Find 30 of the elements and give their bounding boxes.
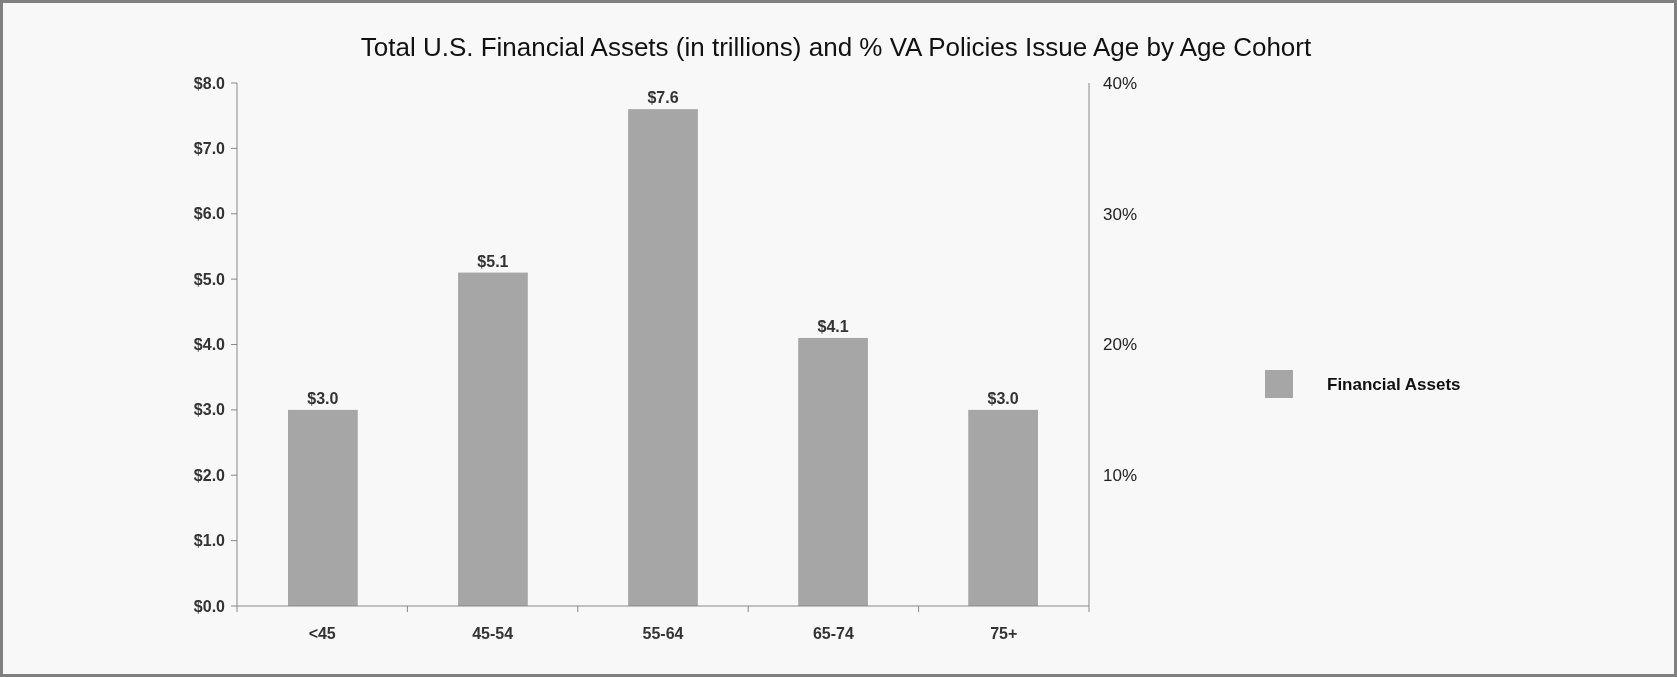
y2-tick-label: 10% — [1103, 466, 1138, 486]
legend-label: Financial Assets — [1327, 374, 1461, 394]
bar — [968, 409, 1038, 606]
y-tick-label: $5.0 — [193, 270, 226, 288]
x-tick-label: <45 — [308, 625, 336, 642]
y-tick-label: $1.0 — [193, 532, 226, 550]
y-tick-label: $0.0 — [193, 597, 226, 615]
y-tick-label: $6.0 — [193, 205, 226, 223]
data-label: $3.0 — [987, 389, 1019, 407]
data-label: $4.1 — [817, 317, 849, 335]
bar — [628, 109, 698, 606]
y-tick-label: $4.0 — [193, 336, 226, 354]
y-tick-label: $2.0 — [193, 466, 226, 484]
data-label: $7.6 — [647, 89, 679, 107]
x-tick-label: 45-54 — [472, 625, 514, 642]
bar — [798, 337, 868, 606]
y-tick-label: $8.0 — [193, 74, 226, 92]
y2-tick-label: 30% — [1103, 204, 1138, 224]
y2-tick-label: 20% — [1103, 335, 1138, 355]
data-label: $3.0 — [307, 389, 339, 407]
y-tick-label: $3.0 — [193, 401, 226, 419]
y2-tick-label: 40% — [1103, 73, 1138, 93]
y-tick-label: $7.0 — [193, 139, 226, 157]
x-tick-label: 75+ — [990, 625, 1018, 642]
x-tick-label: 55-64 — [642, 625, 684, 642]
data-label: $5.1 — [477, 252, 509, 270]
bar — [288, 409, 358, 606]
bar — [458, 272, 528, 606]
chart-title: Total U.S. Financial Assets (in trillions) and % VA Policies Issue Age by Age Cohort — [360, 32, 1312, 62]
x-tick-label: 65-74 — [812, 625, 854, 642]
